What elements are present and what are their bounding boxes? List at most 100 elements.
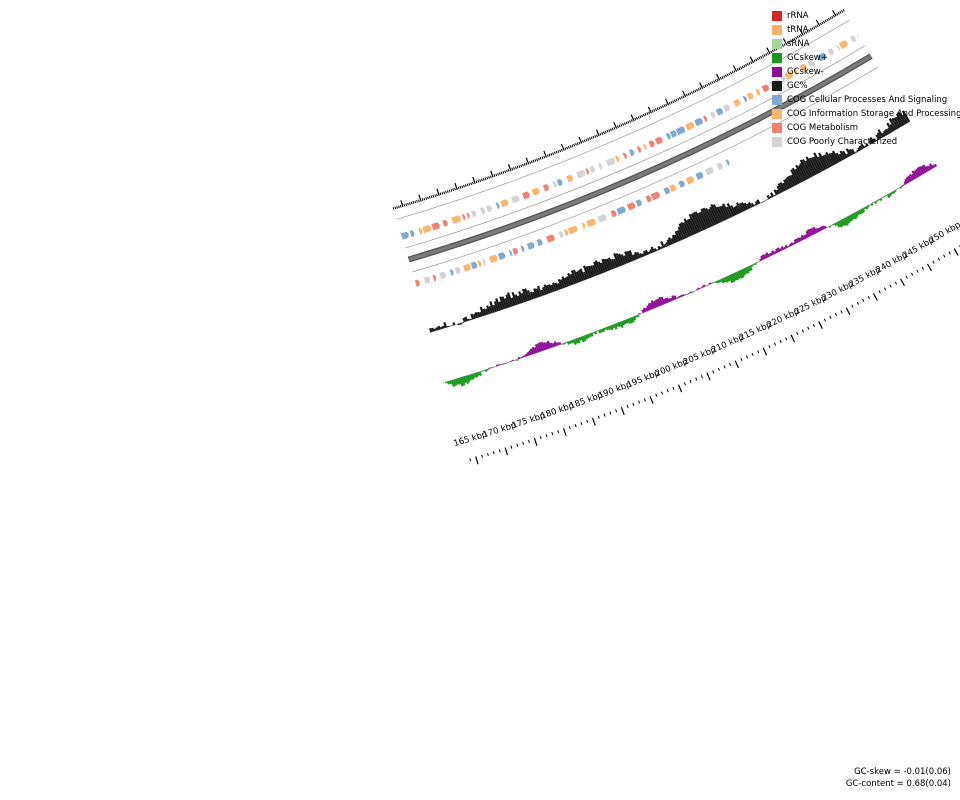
- legend-item-srna: sRNA: [772, 37, 960, 51]
- gc-content-bar: [653, 248, 657, 252]
- gc-skew-bar: [737, 270, 743, 279]
- gene-arrow: [589, 165, 596, 173]
- outer-tick: [493, 174, 496, 177]
- gc-skew-bar: [915, 168, 921, 177]
- gc-skew-bar: [841, 218, 847, 227]
- gc-content-bar: [470, 313, 475, 320]
- outer-tick: [432, 194, 435, 198]
- outer-tick: [475, 180, 478, 184]
- gene-arrow: [779, 75, 786, 83]
- gene-arrow: [409, 230, 415, 237]
- gc-skew-bar: [710, 282, 714, 284]
- gene-arrow: [616, 206, 626, 215]
- gene-arrow: [685, 121, 695, 131]
- gc-skew-bar: [570, 339, 574, 344]
- gene-arrow: [836, 44, 840, 51]
- scale-tick: [643, 398, 646, 402]
- gene-arrow: [675, 126, 685, 136]
- gene-arrow: [552, 181, 557, 188]
- gc-skew-bar: [634, 315, 638, 318]
- outer-tick: [587, 138, 590, 141]
- gene-arrow: [481, 258, 486, 266]
- outer-tick: [546, 154, 549, 158]
- outer-tick: [753, 59, 756, 63]
- gc-skew-bar: [684, 293, 687, 296]
- outer-tick: [550, 152, 553, 156]
- gc-content-bar: [848, 148, 854, 156]
- gc-skew-bar: [629, 317, 634, 324]
- outer-tick: [816, 24, 819, 28]
- gc-skew-bar: [488, 367, 491, 369]
- outer-tick: [786, 41, 789, 45]
- gc-content-bar: [488, 305, 493, 314]
- gc-skew-bar: [448, 380, 452, 385]
- outer-tick: [623, 122, 626, 126]
- outer-tick: [513, 167, 515, 170]
- scale-tick: [818, 321, 823, 329]
- gc-content-bar: [511, 291, 518, 306]
- outer-tick: [756, 57, 759, 61]
- gc-content-bar: [554, 282, 560, 291]
- gc-content-bar: [682, 222, 691, 237]
- gc-skew-bar: [480, 370, 483, 373]
- gc-content-bar: [589, 265, 596, 277]
- gc-skew-bar: [619, 321, 624, 329]
- scale-tick: [528, 439, 530, 444]
- outer-tick: [655, 108, 657, 112]
- gc-content-bar: [486, 305, 491, 315]
- legend-item-gcskew-neg: GCskew-: [772, 65, 960, 79]
- scale-tick: [504, 447, 509, 456]
- outer-tick: [507, 164, 512, 172]
- legend-swatch: [772, 123, 782, 133]
- outer-tick: [446, 190, 449, 193]
- outer-tick: [663, 104, 666, 108]
- gc-skew-bar: [540, 341, 546, 351]
- gc-content-bar: [897, 111, 907, 125]
- gene-arrow: [710, 111, 716, 119]
- gc-content-bar: [484, 308, 489, 315]
- outer-tick: [520, 164, 523, 168]
- outer-tick: [583, 139, 586, 143]
- gc-content-bar: [572, 269, 580, 283]
- gene-arrow: [704, 166, 714, 176]
- gc-content-bar: [726, 203, 735, 217]
- gc-skew-bar: [707, 284, 710, 286]
- outer-tick: [603, 131, 605, 135]
- gene-features: [400, 33, 860, 287]
- gene-arrow: [799, 63, 807, 72]
- outer-tick: [569, 145, 572, 148]
- gc-skew-bar: [627, 318, 631, 324]
- outer-tick: [481, 178, 483, 182]
- scale-tick: [481, 454, 483, 458]
- outer-tick: [482, 178, 485, 181]
- outer-tick: [557, 150, 560, 153]
- outer-tick: [668, 101, 671, 105]
- gc-content-bar: [876, 132, 882, 139]
- scale-tick: [785, 337, 788, 341]
- gc-skew-bar: [472, 373, 476, 378]
- gc-skew-bar: [811, 227, 816, 235]
- outer-tick: [555, 150, 558, 154]
- gc-skew-bar: [649, 302, 654, 310]
- scale-tick: [638, 400, 641, 404]
- gc-content-bar: [872, 138, 877, 143]
- outer-tick: [392, 207, 395, 210]
- gc-skew-bar: [907, 175, 913, 182]
- outer-tick: [714, 79, 717, 83]
- gc-skew-bar: [913, 170, 920, 178]
- outer-tick: [412, 201, 415, 204]
- scale-tick: [649, 395, 654, 404]
- scale-tick: [666, 389, 669, 393]
- outer-tick: [592, 135, 595, 139]
- gc-content-bar: [858, 145, 863, 150]
- gc-skew-bar: [660, 296, 666, 305]
- outer-tick: [736, 68, 739, 71]
- gene-arrow: [522, 191, 530, 200]
- gene-arrow: [432, 274, 437, 282]
- legend-item-cog-metabolism: COG Metabolism: [772, 121, 960, 135]
- outer-tick: [594, 135, 597, 138]
- outer-tick: [685, 93, 688, 97]
- gc-skew-bar: [872, 201, 875, 204]
- legend-swatch: [772, 95, 782, 105]
- gc-content-bar: [459, 322, 463, 325]
